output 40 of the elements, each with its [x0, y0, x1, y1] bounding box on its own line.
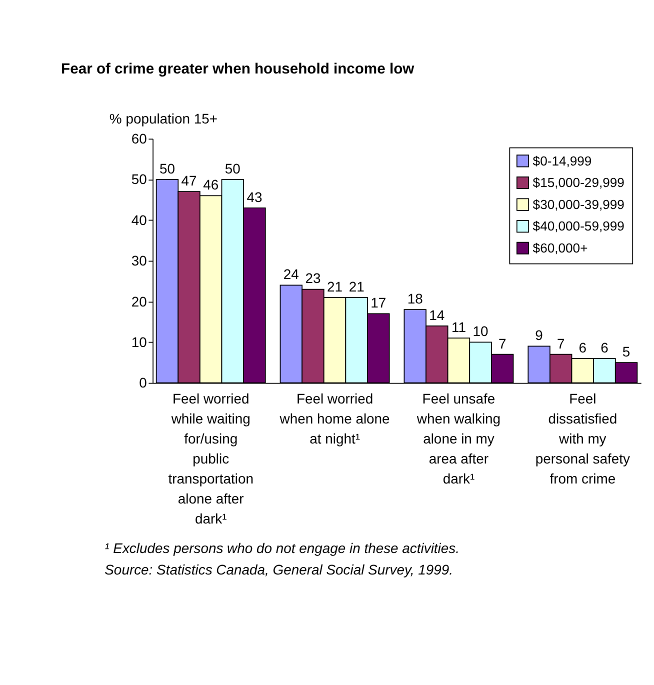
data-label: 10	[472, 323, 489, 340]
data-label: 24	[283, 266, 300, 282]
y-tick-label: 30	[131, 252, 148, 269]
legend-label: $40,000-59,999	[532, 218, 624, 234]
x-tick-label: Feel worried when home alone at night¹	[278, 390, 390, 446]
data-label: 6	[600, 339, 609, 356]
x-tick-label: Feel unsafe when walking alone in my area after dark¹	[416, 390, 501, 487]
data-label: 50	[224, 160, 241, 176]
data-label: 21	[348, 278, 365, 294]
y-tick-label: 40	[131, 212, 148, 228]
x-tick-label: Feel worried while waiting for/using public transportation alone after dark¹	[168, 390, 254, 527]
x-tick-label: Feel dissatisfied with my personal safety from crime	[535, 390, 630, 487]
text: ¹ Excludes persons who do not engage in these activities.	[104, 540, 460, 556]
data-label: 7	[556, 335, 565, 352]
data-label: 14	[429, 306, 445, 323]
legend-label: $60,000+	[532, 240, 588, 256]
data-label: 17	[370, 294, 386, 311]
y-tick-label: 10	[131, 334, 148, 350]
legend-label: $30,000-39,999	[532, 196, 624, 212]
data-label: 46	[203, 176, 219, 193]
data-label: 6	[578, 339, 587, 356]
source-note: Source: Statistics Canada, General Social Survey, 1999.	[104, 562, 454, 578]
data-label: 23	[305, 270, 321, 286]
data-label: 50	[159, 160, 176, 176]
y-tick-label: 0	[139, 374, 148, 391]
data-label: 21	[327, 278, 343, 294]
y-axis-title: % population 15+	[109, 110, 218, 126]
data-label: 18	[407, 290, 424, 307]
data-label: 9	[535, 327, 544, 344]
legend-label: $15,000-29,999	[532, 175, 624, 190]
data-label: 5	[622, 343, 630, 360]
chart-title: Fear of crime greater when household income low	[61, 61, 415, 78]
data-label: 7	[498, 335, 506, 352]
legend-label: $0-14,999	[532, 153, 592, 168]
y-tick-label: 50	[131, 171, 148, 188]
data-label: 11	[451, 318, 466, 335]
data-label: 47	[181, 172, 198, 188]
y-tick-label: 60	[131, 130, 148, 146]
y-tick-label: 20	[131, 293, 148, 310]
data-label: 43	[246, 188, 262, 205]
